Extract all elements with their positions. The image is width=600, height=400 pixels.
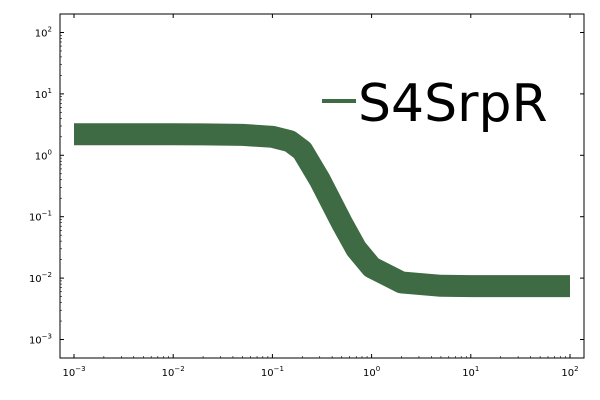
y-tick-label: 102 (35, 25, 52, 39)
x-tick-label: 10−1 (261, 365, 284, 379)
y-tick-label: 10−2 (29, 271, 52, 285)
legend: S4SrpR (322, 74, 548, 134)
x-tick-label: 101 (462, 365, 479, 379)
x-tick-label: 100 (363, 365, 380, 379)
x-tick-label: 102 (561, 365, 578, 379)
legend-label: S4SrpR (358, 74, 548, 134)
y-tick-label: 100 (35, 148, 52, 162)
y-axis-ticks: 10−3 10−2 10−1 100 101 102 (29, 25, 584, 347)
y-tick-label: 10−1 (29, 210, 52, 224)
x-tick-label: 10−2 (162, 365, 185, 379)
x-axis-ticks: 10−3 10−2 10−1 100 101 102 (62, 14, 579, 379)
plot-frame (59, 13, 585, 359)
series-layer (74, 123, 570, 298)
x-tick-label: 10−3 (62, 365, 85, 379)
y-tick-label: 101 (35, 87, 52, 101)
y-tick-label: 10−3 (29, 333, 52, 347)
series-line (74, 123, 570, 298)
